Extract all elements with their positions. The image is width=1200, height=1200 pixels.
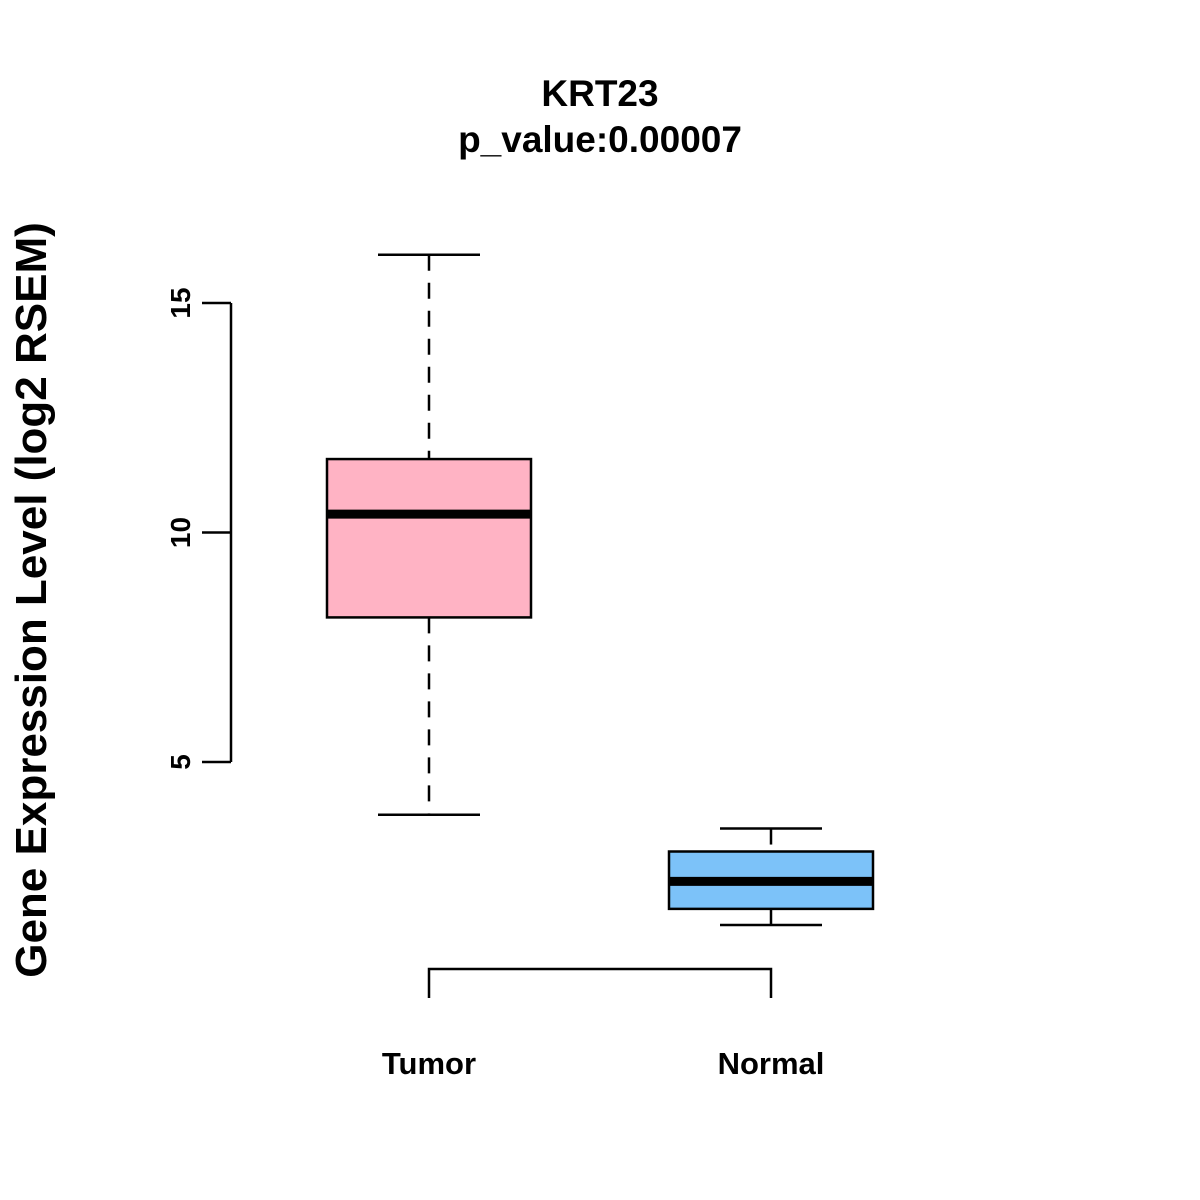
y-ticks: 5 10 15	[165, 287, 231, 770]
chart-subtitle: p_value:0.00007	[458, 119, 742, 160]
x-tick-label-tumor: Tumor	[382, 1046, 476, 1081]
x-tick-labels: Tumor Normal	[382, 1046, 824, 1081]
boxes	[325, 253, 875, 927]
y-tick-label-10: 10	[165, 517, 196, 548]
x-axis: Tumor Normal	[382, 967, 824, 1081]
box-normal	[667, 827, 875, 927]
x-axis-line	[427, 967, 773, 998]
box-tumor	[325, 253, 533, 817]
y-axis: 5 10 15	[165, 287, 233, 770]
y-tick-label-15: 15	[165, 287, 196, 318]
tumor-iqr-box	[325, 457, 533, 619]
y-tick-label-5: 5	[165, 754, 196, 770]
x-tick-label-normal: Normal	[718, 1046, 825, 1081]
chart-title: KRT23	[541, 73, 658, 114]
y-axis-label: Gene Expression Level (log2 RSEM)	[7, 222, 56, 978]
